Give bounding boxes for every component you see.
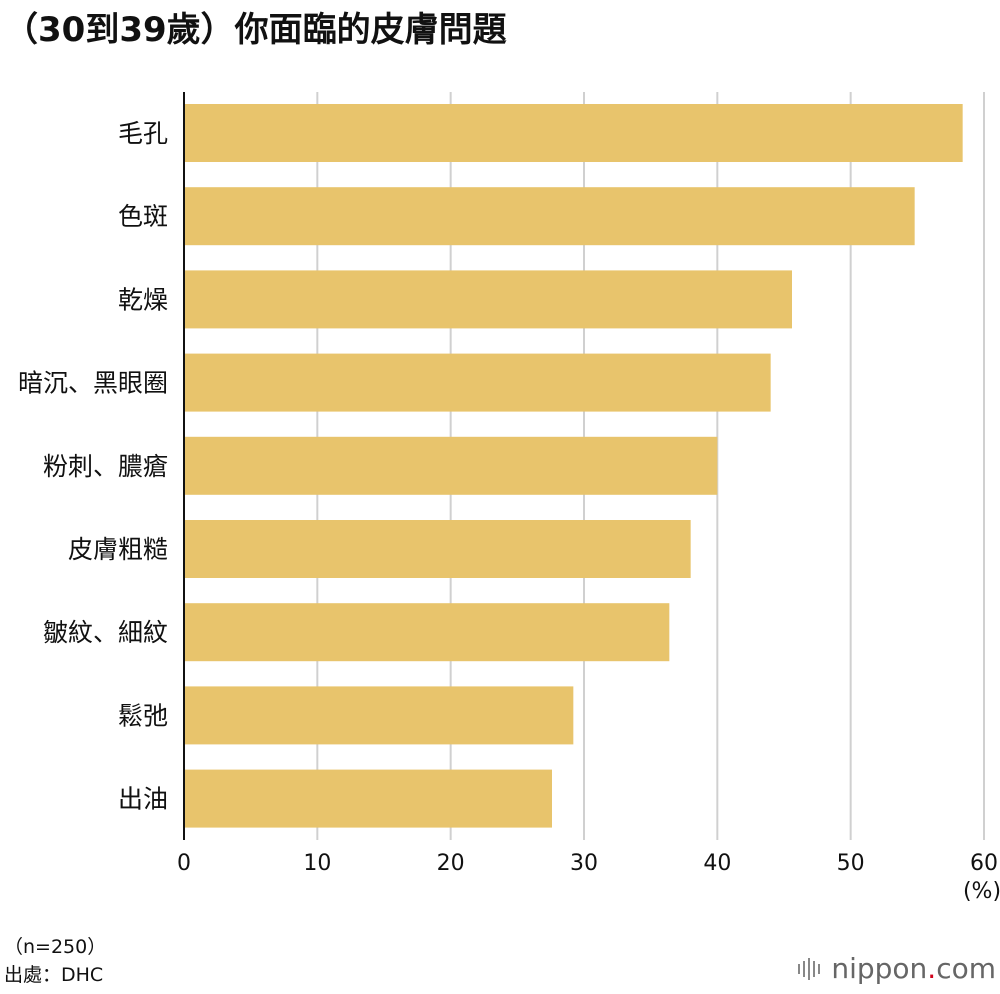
category-label: 鬆弛 xyxy=(118,701,168,730)
category-label: 乾燥 xyxy=(118,285,168,314)
category-label: 色斑 xyxy=(118,202,168,231)
category-label: 粉刺、膿瘡 xyxy=(43,452,168,481)
category-label: 毛孔 xyxy=(118,119,168,148)
logo-text-tail: com xyxy=(936,952,996,985)
bar xyxy=(184,769,552,828)
x-unit-label: (%) xyxy=(963,879,1000,904)
bar xyxy=(184,603,670,662)
source-note: 出處：DHC xyxy=(4,964,104,986)
chart-title: （30到39歲）你面臨的皮膚問題 xyxy=(4,10,507,50)
category-label: 暗沉、黑眼圈 xyxy=(18,369,168,398)
category-label: 皺紋、細紋 xyxy=(43,618,168,647)
nippon-logo: nippon. com xyxy=(798,952,996,985)
x-tick-label: 10 xyxy=(303,851,331,876)
bars xyxy=(184,104,963,828)
logo-bars-icon xyxy=(798,957,823,980)
category-label: 皮膚粗糙 xyxy=(68,535,168,564)
x-tick-labels: 0 10 20 30 40 50 60 xyxy=(177,851,998,876)
category-label: 出油 xyxy=(118,785,168,814)
x-tick-label: 50 xyxy=(837,851,865,876)
x-tick-label: 0 xyxy=(177,851,191,876)
bar xyxy=(184,353,771,412)
logo-dot: . xyxy=(927,952,937,985)
x-tick-label: 30 xyxy=(570,851,598,876)
bar xyxy=(184,187,915,246)
bar xyxy=(184,104,963,162)
x-tick-label: 20 xyxy=(437,851,465,876)
x-tick-label: 40 xyxy=(703,851,731,876)
sample-size-note: （n=250） xyxy=(4,936,107,958)
bar xyxy=(184,270,792,329)
logo-text-main: nippon xyxy=(831,952,928,985)
bar xyxy=(184,686,574,745)
x-tick-label: 60 xyxy=(970,851,998,876)
bar xyxy=(184,520,691,578)
bar xyxy=(184,436,718,495)
